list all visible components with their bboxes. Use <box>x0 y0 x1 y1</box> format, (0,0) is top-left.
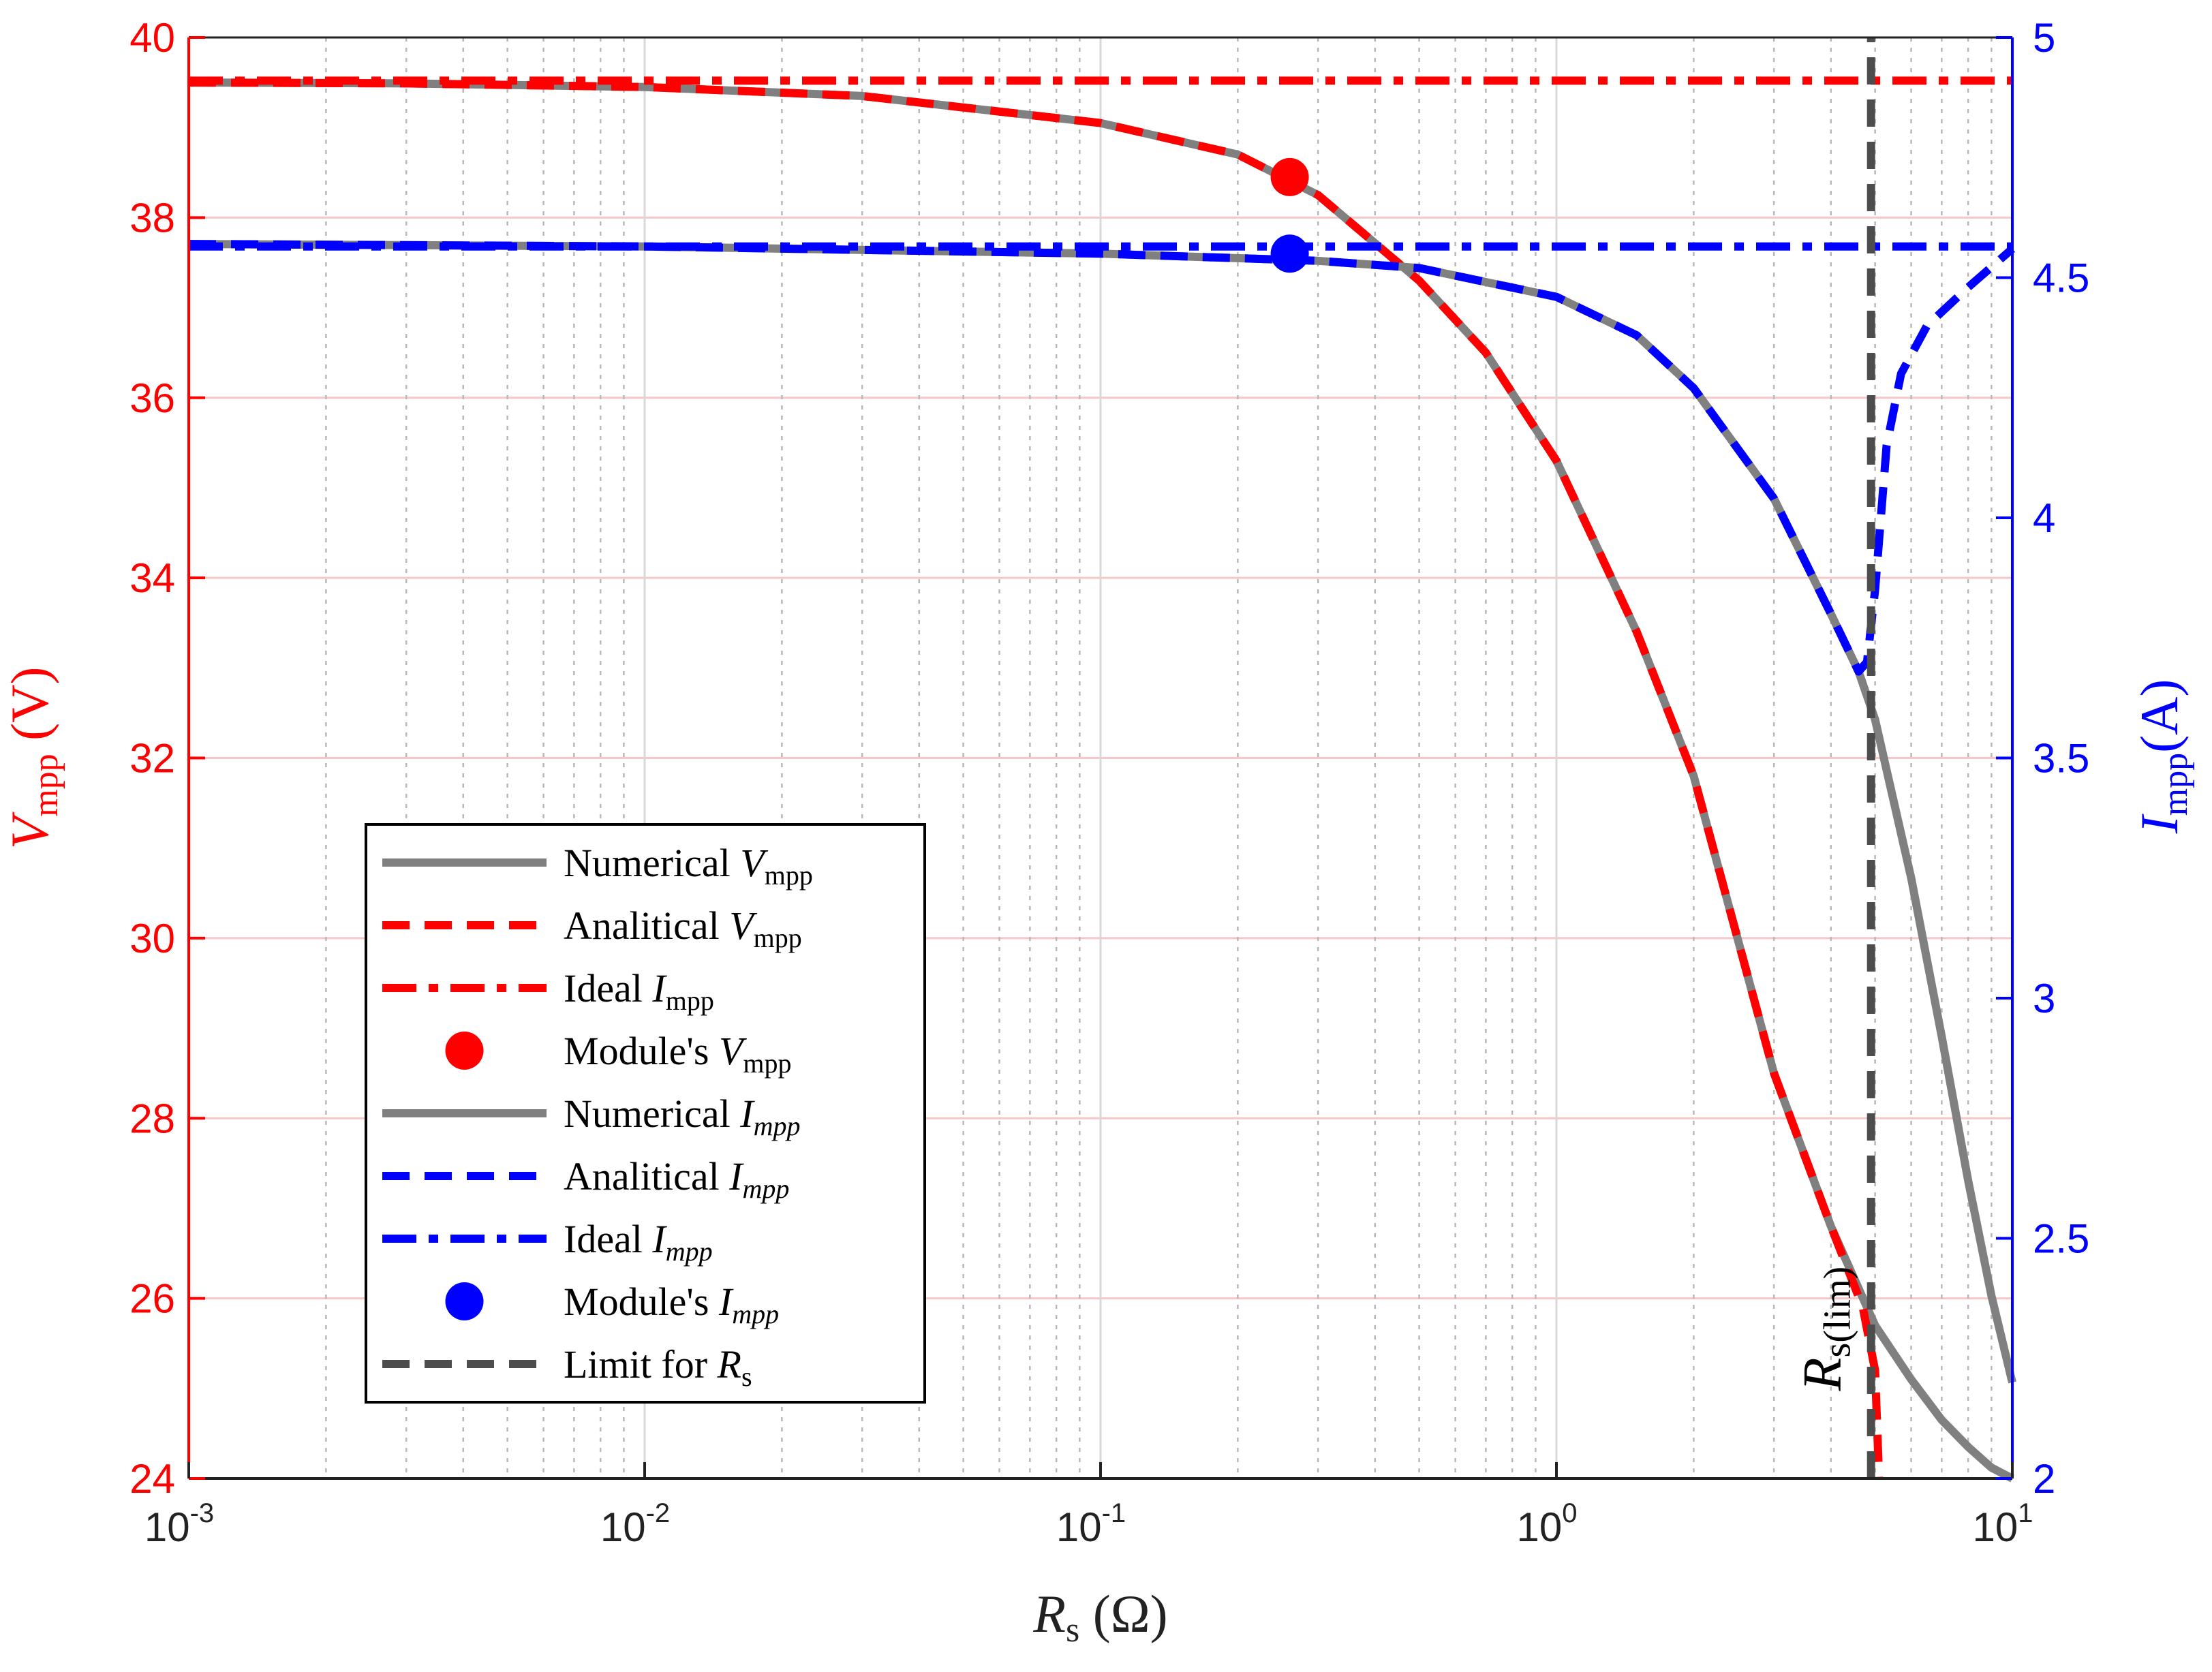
y-left-tick-label: 40 <box>129 15 175 61</box>
legend-label: Ideal Impp <box>564 1217 713 1267</box>
legend-marker <box>445 1032 484 1070</box>
x-tick-label: 10-1 <box>1056 1498 1126 1550</box>
legend-item: Ideal Impp <box>382 1217 713 1267</box>
x-tick-label: 100 <box>1517 1498 1578 1550</box>
y-right-axis-label: Impp(A) <box>2130 679 2195 835</box>
y-left-tick-label: 36 <box>129 375 175 421</box>
y-right-tick-label: 4 <box>2033 495 2055 541</box>
y-left-tick-label: 32 <box>129 736 175 781</box>
series-line-4 <box>188 240 2015 676</box>
legend-label: Module's Impp <box>564 1280 779 1329</box>
legend-label: Module's Vmpp <box>564 1029 792 1079</box>
y-left-tick-label: 34 <box>129 555 175 601</box>
rs-lim-annotation: Rs(lim) <box>1793 1267 1859 1392</box>
legend-label: Numerical Impp <box>564 1092 801 1141</box>
legend-label: Analitical Impp <box>564 1154 789 1204</box>
y-left-tick-label: 28 <box>129 1096 175 1141</box>
y-left-axis-label: Vmpp (V) <box>0 667 65 850</box>
legend-label: Limit for Rs <box>564 1342 752 1392</box>
legend-item: Analitical Vmpp <box>382 903 802 953</box>
series-line-0 <box>188 78 2014 1483</box>
x-axis-label: Rs (Ω) <box>1032 1584 1167 1650</box>
y-right-tick-label: 3.5 <box>2033 736 2089 781</box>
y-left-tick-label: 38 <box>129 195 175 241</box>
legend-item: Numerical Vmpp <box>382 841 813 891</box>
y-left-tick-label: 26 <box>129 1276 175 1322</box>
y-right-tick-label: 2 <box>2033 1456 2055 1502</box>
x-tick-label: 10-2 <box>600 1498 670 1550</box>
legend-label: Numerical Vmpp <box>564 841 813 891</box>
legend-marker <box>445 1282 484 1320</box>
axes: 24 26 28 30 32 34 36 38 40 2 2.5 3 3.5 4 4.5 5 10-3 10-2 1… <box>0 15 2195 1650</box>
series-line-1 <box>188 78 1884 1479</box>
legend-item: Module's Impp <box>445 1280 779 1329</box>
x-tick-label: 10-3 <box>144 1498 214 1550</box>
legend-label: Ideal Impp <box>564 966 714 1016</box>
legend-label: Analitical Vmpp <box>564 903 802 953</box>
y-right-tick-label: 4.5 <box>2033 256 2089 301</box>
legend: Numerical Vmpp Analitical Vmpp Ideal Impp M… <box>365 823 926 1404</box>
legend-item: Analitical Impp <box>382 1154 789 1204</box>
data-point-module-impp <box>1270 234 1309 273</box>
legend-item: Numerical Impp <box>382 1092 801 1141</box>
y-left-tick-label: 30 <box>129 916 175 961</box>
legend-item: Ideal Impp <box>382 966 714 1016</box>
x-tick-label: 101 <box>1973 1498 2033 1550</box>
y-right-tick-label: 3 <box>2033 976 2055 1021</box>
series-group <box>188 37 2016 1483</box>
data-point-module-vmpp <box>1270 157 1309 196</box>
y-right-tick-label: 5 <box>2033 15 2055 61</box>
legend-item: Limit for Rs <box>382 1342 752 1392</box>
y-left-tick-label: 24 <box>129 1456 175 1502</box>
legend-item: Module's Vmpp <box>445 1029 792 1079</box>
y-right-tick-label: 2.5 <box>2033 1216 2089 1262</box>
annotation-group: Rs(lim) <box>1793 1267 1859 1392</box>
